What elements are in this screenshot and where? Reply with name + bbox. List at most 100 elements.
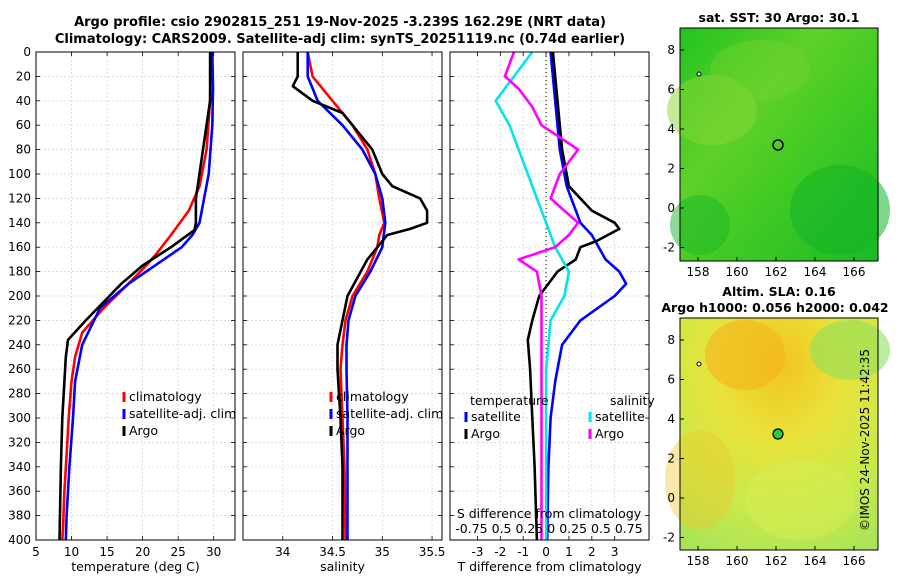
legend-label: satellite-adj. clim bbox=[129, 406, 236, 421]
legend-label: satellite bbox=[471, 409, 521, 424]
argo-position-marker bbox=[772, 139, 784, 151]
y-tick-label: 60 bbox=[16, 118, 31, 132]
x-axis-label: temperature (deg C) bbox=[71, 559, 200, 574]
series-salinity-satellite bbox=[494, 51, 571, 540]
y-tick-label: 140 bbox=[8, 216, 31, 230]
imos-credit: ©IMOS 24-Nov-2025 11:42:35 bbox=[858, 348, 872, 532]
map-x-tick-label: 166 bbox=[843, 554, 866, 568]
legend-title: temperature bbox=[470, 393, 549, 408]
series-argo bbox=[58, 52, 212, 541]
y-tick-label: 20 bbox=[16, 69, 31, 83]
series-salinity-argo bbox=[503, 51, 580, 540]
y-tick-label: 400 bbox=[8, 533, 31, 547]
sla-map-axes: 158 160 162 164 166 8 6 4 2 0 -2 bbox=[663, 317, 879, 568]
sla-map-title-2: Argo h1000: 0.056 h2000: 0.042 bbox=[661, 300, 889, 315]
x-tick-label: 25 bbox=[171, 545, 186, 559]
top-tick-labels: -0.75 0.5 0.25 0 0.25 0.5 0.75 bbox=[455, 521, 642, 536]
x-tick-label: 30 bbox=[206, 545, 221, 559]
x-tick-label: 34 bbox=[275, 545, 290, 559]
top-axis-label: S difference from climatology bbox=[457, 506, 642, 521]
legend-label: satellite bbox=[595, 409, 645, 424]
map-y-tick-label: 4 bbox=[667, 412, 675, 426]
x-tick-label: 35 bbox=[375, 545, 390, 559]
legend-label: Argo bbox=[129, 423, 158, 438]
series-temperature-satellite bbox=[545, 51, 628, 541]
sst-map bbox=[667, 28, 890, 261]
y-tick-label: 240 bbox=[8, 338, 31, 352]
legend-label: climatology bbox=[129, 389, 202, 404]
legend-label: Argo bbox=[336, 423, 365, 438]
map-x-tick-label: 166 bbox=[843, 265, 866, 279]
legend-label: climatology bbox=[336, 389, 409, 404]
y-tick-label: 200 bbox=[8, 289, 31, 303]
temperature-axes: 0 20 40 60 80 100 120 140 160 180 200 220 240 260 280 3… bbox=[8, 45, 236, 574]
y-tick-label: 380 bbox=[8, 509, 31, 523]
sla-map-title-1: Altim. SLA: 0.16 bbox=[722, 284, 836, 299]
title-line-1: Argo profile: csio 2902815_251 19-Nov-20… bbox=[74, 15, 606, 30]
x-tick-label: 10 bbox=[64, 545, 79, 559]
map-y-tick-label: -2 bbox=[663, 531, 675, 545]
y-tick-label: 100 bbox=[8, 167, 31, 181]
y-tick-label: 300 bbox=[8, 411, 31, 425]
map-y-tick-label: 0 bbox=[667, 201, 675, 215]
series-satellite-adj-clim bbox=[64, 51, 215, 541]
series-argo bbox=[291, 52, 429, 540]
sst-map-axes: 158 160 162 164 166 8 6 4 2 0 -2 bbox=[663, 27, 879, 279]
x-tick-label: 2 bbox=[588, 545, 596, 559]
map-y-tick-label: 4 bbox=[667, 122, 675, 136]
salinity-axes: 34 34.5 35 35.5 salinity climatology satellite… bbox=[242, 51, 446, 574]
map-y-tick-label: 2 bbox=[667, 162, 675, 176]
y-tick-label: 260 bbox=[8, 362, 31, 376]
y-tick-label: 120 bbox=[8, 191, 31, 205]
map-x-tick-label: 164 bbox=[804, 265, 827, 279]
map-y-tick-label: 8 bbox=[667, 333, 675, 347]
series-temperature-argo bbox=[526, 51, 621, 541]
x-tick-label: -2 bbox=[494, 545, 506, 559]
y-tick-label: 340 bbox=[8, 460, 31, 474]
x-tick-label: 3 bbox=[611, 545, 619, 559]
legend-label: Argo bbox=[471, 426, 500, 441]
x-axis-label: T difference from climatology bbox=[456, 559, 642, 574]
series-satellite-adj-clim bbox=[306, 52, 387, 540]
x-tick-label: -3 bbox=[471, 545, 483, 559]
sla-map bbox=[665, 318, 890, 550]
x-tick-label: 1 bbox=[565, 545, 573, 559]
map-y-tick-label: 6 bbox=[667, 83, 675, 97]
y-tick-label: 160 bbox=[8, 240, 31, 254]
map-x-tick-label: 158 bbox=[687, 554, 710, 568]
title-line-2: Climatology: CARS2009. Satellite-adj cli… bbox=[54, 32, 626, 47]
y-tick-label: 180 bbox=[8, 265, 31, 279]
x-tick-label: 15 bbox=[99, 545, 114, 559]
map-x-tick-label: 164 bbox=[804, 554, 827, 568]
y-tick-label: 40 bbox=[16, 94, 31, 108]
axes-frame bbox=[35, 51, 236, 541]
y-tick-label: 220 bbox=[8, 313, 31, 327]
y-tick-label: 280 bbox=[8, 387, 31, 401]
map-x-tick-label: 158 bbox=[687, 265, 710, 279]
map-frame bbox=[679, 27, 879, 262]
x-axis-label: salinity bbox=[320, 559, 365, 574]
y-tick-label: 360 bbox=[8, 484, 31, 498]
map-y-tick-label: -2 bbox=[663, 241, 675, 255]
difference-axes: -3 -2 -1 0 1 2 3T difference from climatology t… bbox=[449, 51, 655, 574]
map-y-tick-label: 0 bbox=[667, 491, 675, 505]
x-tick-label: 34.5 bbox=[319, 545, 346, 559]
x-tick-label: 5 bbox=[32, 545, 40, 559]
map-x-tick-label: 162 bbox=[765, 265, 788, 279]
y-tick-label: 80 bbox=[16, 143, 31, 157]
x-tick-label: 35.5 bbox=[419, 545, 446, 559]
map-x-tick-label: 160 bbox=[726, 554, 749, 568]
legend-title: salinity bbox=[610, 393, 655, 408]
x-tick-label: -1 bbox=[517, 545, 529, 559]
map-y-tick-label: 2 bbox=[667, 452, 675, 466]
map-y-tick-label: 6 bbox=[667, 373, 675, 387]
y-tick-label: 320 bbox=[8, 435, 31, 449]
y-tick-label: 0 bbox=[23, 45, 31, 59]
x-tick-label: 0 bbox=[542, 545, 550, 559]
sst-map-title: sat. SST: 30 Argo: 30.1 bbox=[698, 10, 860, 25]
map-frame bbox=[679, 317, 879, 551]
map-x-tick-label: 160 bbox=[726, 265, 749, 279]
axes-frame bbox=[242, 51, 443, 541]
x-tick-label: 20 bbox=[135, 545, 150, 559]
